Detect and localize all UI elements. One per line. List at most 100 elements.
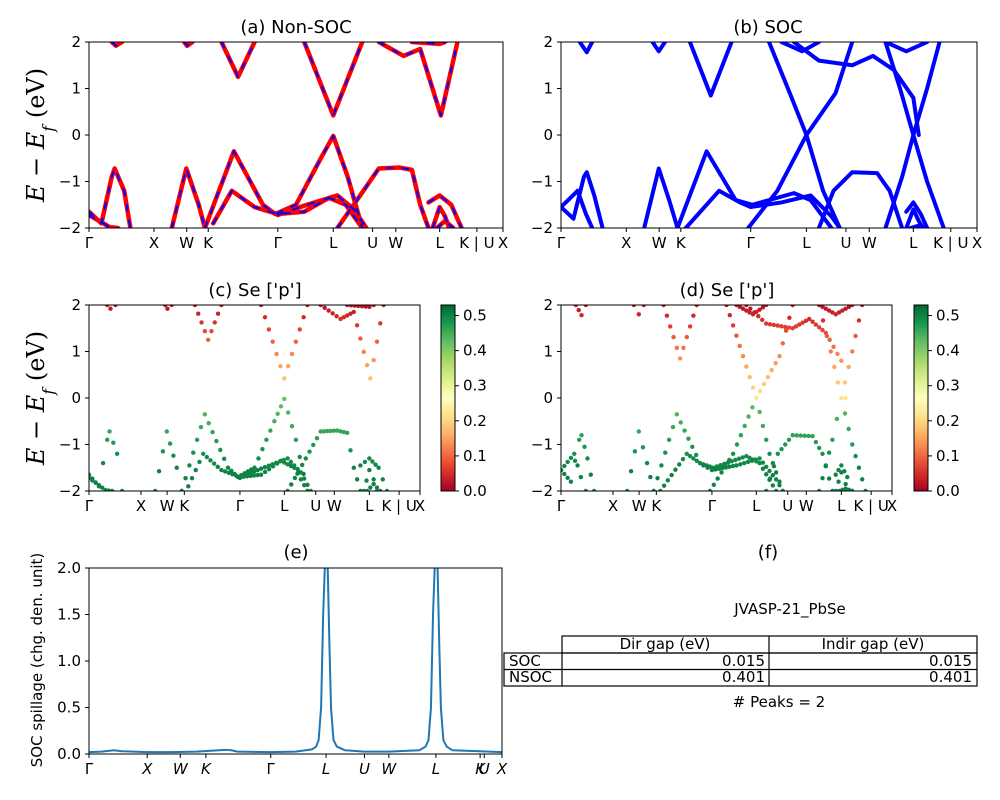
projected-point-d — [674, 412, 680, 417]
projected-point-c — [206, 420, 211, 426]
projected-point-c — [374, 485, 380, 490]
projected-point-d — [771, 322, 776, 328]
band-line-a-red — [219, 42, 257, 80]
projected-point-d — [856, 318, 862, 323]
projected-point-c — [202, 328, 208, 334]
projected-point-d — [734, 463, 739, 468]
plot-area-a — [89, 42, 464, 228]
projected-point-c — [292, 475, 298, 481]
xtick-label-a: K | U — [459, 234, 494, 252]
projected-point-c — [165, 306, 170, 311]
xtick-label-d: X — [608, 497, 618, 515]
projected-point-d — [684, 334, 689, 340]
projected-point-d — [832, 364, 837, 370]
xtick-label-e: K — [201, 760, 212, 778]
projected-point-d — [757, 460, 762, 466]
projected-point-c — [278, 404, 284, 409]
projected-point-c — [368, 485, 373, 490]
band-line-a-blue — [435, 220, 455, 228]
projected-point-d — [860, 305, 865, 308]
ytick-label-a: 2 — [71, 33, 81, 51]
projected-point-d — [790, 433, 795, 438]
projected-point-d — [690, 444, 695, 450]
projected-point-d — [561, 467, 564, 473]
xtick-label-e: Γ — [85, 760, 94, 778]
projected-point-d — [568, 455, 574, 461]
projected-point-d — [826, 308, 832, 313]
ytick-label-a: −1 — [59, 173, 81, 191]
projected-point-d — [833, 312, 838, 317]
projected-point-d — [750, 405, 755, 410]
projected-point-c — [244, 472, 250, 478]
projected-point-d — [740, 306, 746, 311]
projected-point-c — [344, 305, 350, 308]
table-cell-soc-indir: 0.015 — [929, 652, 972, 670]
material-name: JVASP-21_PbSe — [733, 600, 846, 619]
projected-point-d — [816, 305, 822, 308]
projected-point-d — [737, 343, 742, 349]
projected-point-d — [826, 476, 832, 481]
band-line-a-blue — [203, 134, 364, 228]
band-line-b — [642, 166, 680, 228]
xtick-label-e: W — [381, 760, 397, 778]
projected-point-c — [367, 305, 372, 310]
band-line-a-blue — [276, 194, 368, 228]
projected-point-d — [842, 380, 848, 385]
projected-point-c — [314, 436, 320, 441]
projected-point-c — [299, 462, 305, 468]
projected-point-c — [301, 315, 306, 320]
ylabel-a: E − Ef (eV) — [22, 68, 58, 203]
band-line-b — [675, 149, 834, 228]
projected-point-c — [89, 472, 92, 477]
band-line-a-red — [335, 165, 431, 228]
xtick-label-b: L — [909, 234, 918, 252]
projected-point-c — [354, 323, 360, 328]
projected-point-d — [764, 437, 769, 443]
projected-point-d — [757, 307, 762, 312]
xtick-label-b: Γ — [747, 234, 756, 252]
xtick-label-e: L — [322, 760, 330, 778]
projected-point-d — [760, 423, 766, 429]
projected-point-d — [573, 305, 579, 308]
projected-point-d — [585, 456, 590, 461]
projected-point-d — [671, 334, 676, 340]
projected-point-d — [764, 305, 769, 308]
xtick-label-d: W — [632, 497, 647, 515]
projected-point-c — [100, 460, 106, 466]
projected-point-c — [193, 467, 198, 473]
projected-point-c — [371, 305, 376, 308]
projected-point-c — [266, 327, 272, 332]
projected-point-d — [783, 442, 788, 447]
projected-point-c — [272, 419, 277, 424]
projected-point-c — [307, 449, 312, 454]
projected-point-c — [285, 488, 290, 491]
band-line-a-blue — [212, 189, 364, 228]
band-line-a-blue — [427, 194, 463, 228]
projected-point-c — [334, 313, 339, 319]
projected-point-c — [266, 466, 272, 472]
ytick-label-b: −2 — [531, 219, 553, 237]
projected-point-d — [764, 488, 769, 491]
projected-point-d — [846, 426, 851, 432]
projected-point-d — [591, 488, 597, 491]
projected-point-d — [786, 325, 792, 330]
projected-point-c — [351, 309, 356, 315]
projected-point-d — [740, 455, 745, 460]
ytick-label-c: 2 — [71, 296, 81, 314]
projected-point-d — [568, 479, 574, 484]
ytick-label-b: −1 — [531, 173, 553, 191]
projected-point-c — [167, 441, 173, 446]
projected-point-c — [107, 429, 112, 434]
xtick-label-d: X — [887, 497, 897, 515]
projected-point-d — [582, 444, 587, 450]
xtick-label-d: L — [837, 497, 846, 515]
ytick-label-e: 1.0 — [57, 652, 81, 670]
projected-point-c — [119, 488, 125, 491]
projected-point-c — [215, 311, 221, 316]
projected-point-d — [850, 349, 855, 354]
projected-point-c — [262, 469, 268, 475]
projected-point-c — [293, 339, 299, 344]
projected-point-d — [767, 322, 773, 327]
projected-point-d — [816, 445, 822, 451]
projected-point-c — [196, 311, 201, 316]
